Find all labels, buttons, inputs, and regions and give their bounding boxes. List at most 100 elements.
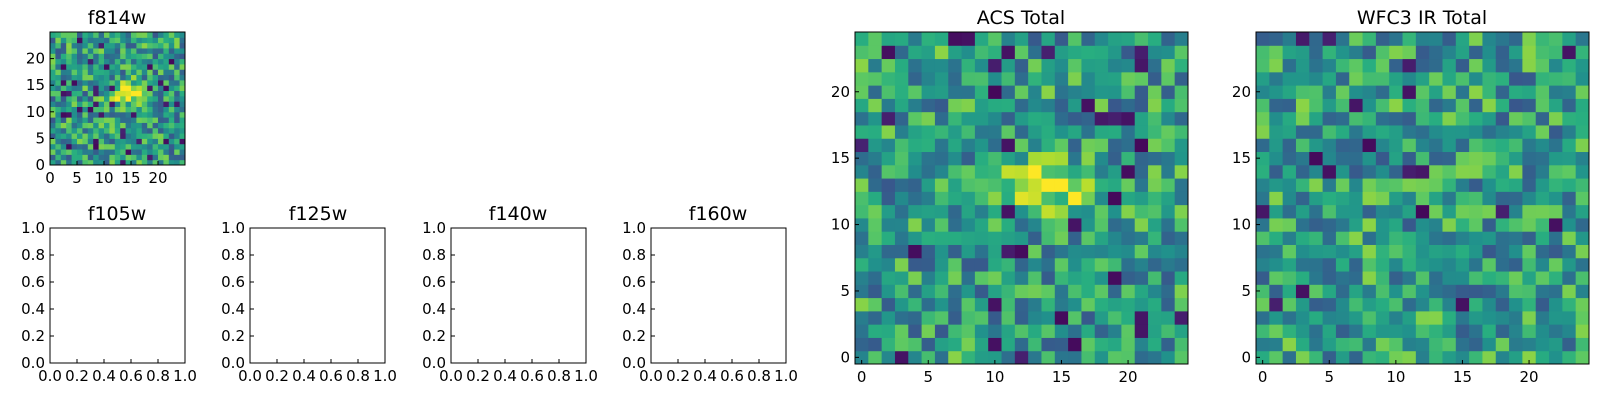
- heatmap-cell: [1442, 178, 1457, 192]
- x-tick-label: 0.0: [38, 367, 62, 385]
- heatmap-cell: [988, 337, 1003, 352]
- heatmap-cell: [1054, 111, 1069, 126]
- heatmap-cell: [141, 42, 148, 49]
- heatmap-cell: [1562, 98, 1577, 113]
- heatmap-cell: [168, 106, 175, 113]
- x-tick-label: 20: [1520, 368, 1539, 386]
- heatmap-cell: [974, 217, 989, 232]
- heatmap-cell: [1442, 297, 1457, 312]
- heatmap-cell: [141, 154, 148, 161]
- heatmap-cell: [1549, 244, 1563, 259]
- heatmap-cell: [87, 42, 94, 49]
- heatmap-cell: [1094, 138, 1109, 153]
- heatmap-cell: [50, 111, 56, 118]
- heatmap-cell: [1108, 98, 1122, 113]
- heatmap-cell: [868, 204, 883, 219]
- heatmap-cell: [974, 111, 989, 126]
- heatmap-cell: [50, 127, 56, 134]
- y-tick-label: 1.0: [221, 219, 245, 237]
- heatmap-cell: [1295, 324, 1310, 338]
- heatmap-cell: [1349, 178, 1364, 192]
- heatmap-cell: [974, 191, 989, 206]
- heatmap-cell: [855, 58, 869, 73]
- heatmap-cell: [1028, 204, 1042, 219]
- heatmap-cell: [1429, 178, 1443, 192]
- heatmap-cell: [141, 159, 148, 166]
- heatmap-cell: [1389, 85, 1404, 99]
- heatmap-cell: [1081, 138, 1096, 153]
- heatmap-cell: [98, 122, 105, 129]
- heatmap-cell: [120, 159, 127, 166]
- heatmap-cell: [894, 350, 909, 365]
- heatmap-cell: [152, 149, 159, 155]
- heatmap-cell: [1054, 244, 1069, 259]
- heatmap-cell: [988, 244, 1003, 259]
- heatmap-cell: [1054, 204, 1069, 219]
- heatmap-cell: [961, 71, 976, 86]
- heatmap-cell: [163, 127, 170, 134]
- heatmap-cell: [179, 47, 186, 54]
- heatmap-cell: [141, 58, 148, 65]
- heatmap-cell: [1081, 271, 1096, 285]
- heatmap-cell: [66, 133, 73, 139]
- heatmap-cell: [988, 217, 1003, 232]
- heatmap-cell: [1081, 58, 1096, 73]
- heatmap-cell: [158, 111, 164, 118]
- heatmap-cell: [77, 122, 83, 129]
- heatmap-cell: [98, 154, 105, 161]
- heatmap-cell: [1575, 85, 1590, 99]
- heatmap-cell: [1295, 337, 1310, 352]
- heatmap-cell: [55, 159, 62, 166]
- heatmap-cell: [1134, 310, 1149, 325]
- heatmap-cell: [1041, 124, 1056, 139]
- heatmap-cell: [1256, 257, 1270, 272]
- heatmap-cell: [60, 58, 67, 65]
- heatmap-cell: [948, 151, 963, 166]
- heatmap-cell: [1256, 217, 1270, 232]
- heatmap-cell: [1549, 124, 1563, 139]
- heatmap-cell: [147, 159, 154, 166]
- heatmap-cell: [120, 42, 127, 49]
- heatmap-cell: [1295, 98, 1310, 113]
- heatmap-cell: [1535, 138, 1550, 153]
- heatmap-cell: [66, 95, 73, 102]
- heatmap-cell: [50, 37, 56, 44]
- heatmap-cell: [98, 79, 105, 86]
- heatmap-cell: [921, 71, 936, 86]
- heatmap-cell: [1094, 164, 1109, 179]
- heatmap-cell: [1081, 231, 1096, 245]
- heatmap-cell: [1256, 151, 1270, 166]
- heatmap-cell: [71, 69, 78, 76]
- heatmap-cell: [1402, 257, 1417, 272]
- heatmap-cell: [921, 231, 936, 245]
- heatmap-cell: [1535, 231, 1550, 245]
- heatmap-cell: [1535, 111, 1550, 126]
- heatmap-cell: [1549, 178, 1563, 192]
- heatmap-cell: [125, 95, 132, 102]
- heatmap-cell: [125, 79, 132, 86]
- heatmap-cell: [158, 149, 164, 155]
- heatmap-cell: [1522, 350, 1537, 365]
- heatmap-cell: [1482, 337, 1497, 352]
- heatmap-cell: [881, 178, 896, 192]
- heatmap-cell: [881, 217, 896, 232]
- heatmap-cell: [1068, 244, 1082, 259]
- heatmap-cell: [1402, 324, 1417, 338]
- heatmap-cell: [60, 149, 67, 155]
- heatmap-cell: [1482, 32, 1497, 46]
- heatmap-cell: [60, 74, 67, 81]
- heatmap-cell: [1256, 178, 1270, 192]
- heatmap-cell: [1495, 231, 1510, 245]
- heatmap-cell: [1121, 297, 1136, 312]
- heatmap-cell: [855, 111, 869, 126]
- heatmap-cell: [87, 95, 94, 102]
- heatmap-cell: [1415, 111, 1430, 126]
- heatmap-cell: [961, 58, 976, 73]
- heatmap-cell: [55, 122, 62, 129]
- heatmap-cell: [136, 32, 143, 38]
- heatmap-cell: [136, 37, 143, 44]
- heatmap-cell: [1335, 271, 1350, 285]
- heatmap-cell: [1469, 324, 1483, 338]
- heatmap-cell: [1562, 85, 1577, 99]
- heatmap-cell: [163, 154, 170, 161]
